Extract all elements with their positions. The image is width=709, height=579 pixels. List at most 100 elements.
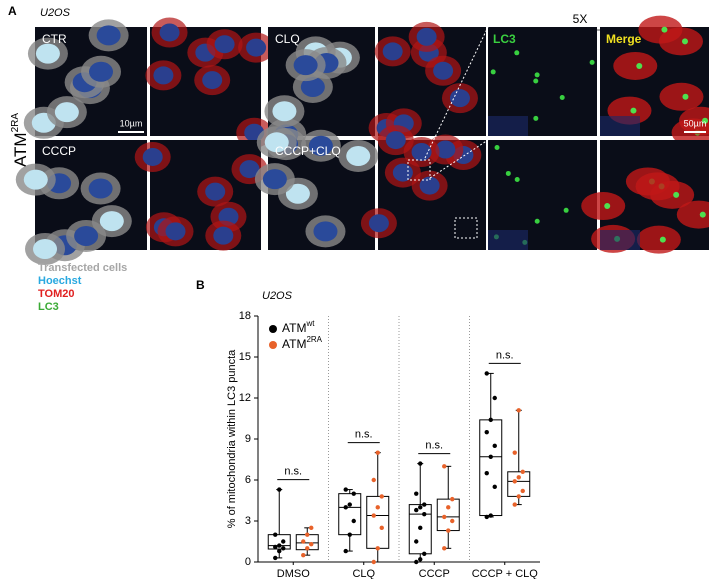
micrograph xyxy=(254,126,379,250)
nucleus xyxy=(272,101,297,122)
micrograph xyxy=(488,140,597,250)
mito xyxy=(636,225,681,254)
nucleus xyxy=(382,42,403,61)
panel-label: LC3 xyxy=(493,32,516,46)
puncta xyxy=(559,95,565,101)
x-tick-label: CCCP + CLQ xyxy=(472,568,539,579)
x-tick-label: DMSO xyxy=(277,568,310,579)
nucleus xyxy=(142,147,163,166)
annotation: n.s. xyxy=(284,465,302,477)
legend-marker xyxy=(269,325,277,333)
puncta xyxy=(636,62,643,69)
legend-sup: 2RA xyxy=(306,335,322,344)
point xyxy=(418,525,423,531)
point xyxy=(488,513,493,518)
panel-label: B xyxy=(196,278,205,292)
nucleus xyxy=(435,140,456,159)
scale-bar-label: 10µm xyxy=(120,118,143,128)
y-tick-label: 0 xyxy=(245,556,251,568)
channel-legend: Hoechst xyxy=(38,275,82,287)
point xyxy=(347,532,352,537)
nucleus xyxy=(300,76,325,97)
nucleus xyxy=(293,55,318,76)
point xyxy=(446,505,451,510)
y-tick-label: 6 xyxy=(245,474,251,486)
legend-entry: ATMwt xyxy=(282,319,315,335)
point xyxy=(277,487,282,492)
nucleus xyxy=(214,35,235,54)
nucleus xyxy=(239,160,260,179)
panel-label: CCCP xyxy=(42,144,76,158)
annotation: n.s. xyxy=(496,349,514,361)
point xyxy=(273,544,278,550)
annotation: n.s. xyxy=(355,429,373,441)
point xyxy=(492,484,497,490)
panel-label: CTR xyxy=(42,32,67,46)
point xyxy=(273,555,278,561)
scale-bar-label: 50µm xyxy=(684,118,707,128)
point xyxy=(371,477,376,483)
point xyxy=(484,514,489,520)
puncta xyxy=(604,203,611,210)
puncta xyxy=(661,26,668,33)
point xyxy=(273,532,278,537)
point xyxy=(414,507,419,513)
legend-name: ATM xyxy=(282,337,306,351)
nucleus xyxy=(33,238,58,259)
point xyxy=(422,511,427,517)
point xyxy=(488,454,493,459)
point xyxy=(309,542,314,547)
nucleus xyxy=(368,214,389,233)
channel-legend: Transfected cells xyxy=(38,262,127,274)
puncta xyxy=(494,145,500,151)
point xyxy=(484,470,489,476)
point xyxy=(281,546,286,551)
point xyxy=(418,461,423,466)
cell-line: U2OS xyxy=(40,7,71,19)
nucleus xyxy=(419,176,440,195)
puncta xyxy=(533,78,539,84)
puncta xyxy=(589,59,595,65)
box xyxy=(338,493,362,536)
point xyxy=(418,505,423,510)
point xyxy=(484,429,489,435)
nucleus xyxy=(449,89,470,108)
point xyxy=(379,525,384,531)
zoom-box xyxy=(454,217,478,239)
nucleus xyxy=(346,146,371,167)
micrograph xyxy=(368,21,486,143)
puncta xyxy=(681,38,688,45)
point xyxy=(305,532,310,537)
mito xyxy=(638,15,683,44)
micrograph xyxy=(15,140,147,265)
point xyxy=(281,539,286,544)
legend-marker xyxy=(269,341,277,349)
nucleus xyxy=(88,178,113,199)
mito xyxy=(676,200,709,229)
nucleus xyxy=(23,169,48,190)
puncta xyxy=(514,50,520,56)
y-tick-label: 9 xyxy=(245,433,251,445)
point xyxy=(484,371,489,376)
point xyxy=(301,552,306,558)
point xyxy=(516,475,521,480)
point xyxy=(375,546,380,551)
point xyxy=(512,479,517,484)
puncta xyxy=(673,191,680,198)
image-bg xyxy=(488,230,528,250)
point xyxy=(351,518,356,524)
subtitle: U2OS xyxy=(262,290,293,302)
nucleus xyxy=(54,102,79,123)
puncta xyxy=(563,207,569,213)
point xyxy=(371,513,376,518)
nucleus xyxy=(416,27,437,46)
nucleus xyxy=(264,132,289,153)
image-bg xyxy=(488,116,528,136)
puncta xyxy=(534,72,540,78)
point xyxy=(512,450,517,455)
row-label: ATM2RA xyxy=(10,113,31,167)
point xyxy=(516,408,521,413)
zoom-line xyxy=(429,139,489,179)
panel-label: CLQ xyxy=(275,32,300,46)
